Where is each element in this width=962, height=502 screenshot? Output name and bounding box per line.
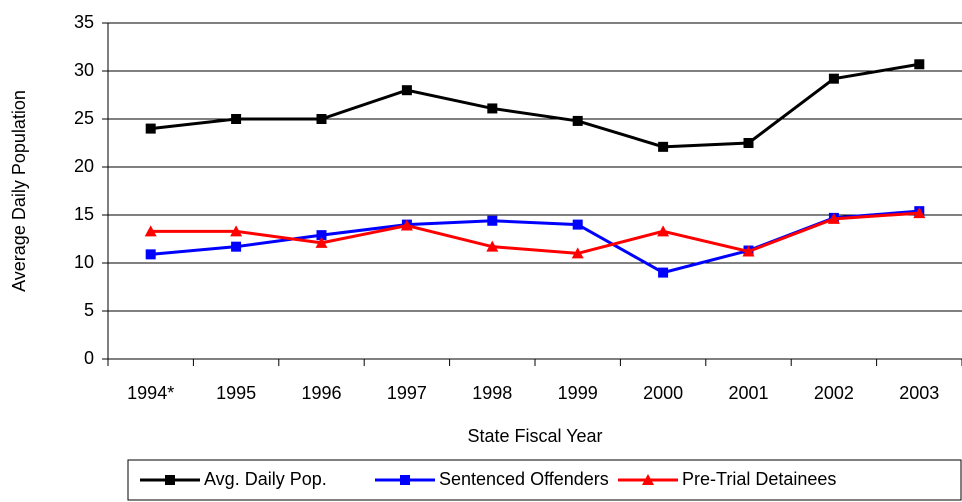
marker [657,225,670,237]
x-tick-label: 2002 [814,383,854,403]
marker [914,59,925,70]
marker [572,115,583,126]
x-tick-label: 1999 [558,383,598,403]
marker [642,474,654,485]
y-tick-label: 15 [74,204,94,224]
x-tick-label: 2003 [899,383,939,403]
marker [487,103,498,114]
marker [743,138,754,148]
marker [658,267,669,278]
legend-box [127,459,962,501]
marker [145,249,156,260]
x-tick-label: 2000 [643,383,683,403]
y-tick-label: 5 [84,300,94,320]
legend-label: Sentenced Offenders [439,469,609,489]
y-tick-label: 25 [74,108,94,128]
marker [913,207,926,219]
marker [742,245,755,257]
y-tick-label: 0 [84,348,94,368]
x-tick-label: 1995 [216,383,256,403]
x-tick-label: 1994* [127,383,174,403]
marker [401,85,412,96]
marker [145,123,156,134]
y-tick-label: 10 [74,252,94,272]
y-tick-label: 30 [74,60,94,80]
marker [316,230,327,241]
marker [144,225,157,237]
y-tick-label: 35 [74,12,94,32]
marker [571,247,584,259]
marker [165,475,175,485]
y-tick-label: 20 [74,156,94,176]
marker [231,114,242,124]
x-tick-label: 1996 [301,383,341,403]
series-line [150,62,920,149]
marker [316,114,327,124]
marker [230,225,243,237]
series-line [150,211,920,255]
marker [487,215,498,226]
marker [400,475,410,485]
legend-label: Pre-Trial Detainees [682,469,836,489]
marker [658,141,669,152]
marker [486,240,499,252]
marker [572,219,583,230]
x-tick-label: 2001 [728,383,768,403]
marker [231,241,242,252]
x-tick-label: 1998 [472,383,512,403]
marker [315,236,328,248]
legend-label: Avg. Daily Pop. [204,469,327,489]
marker [827,212,840,224]
x-axis-label: State Fiscal Year [467,426,602,446]
x-tick-label: 1997 [387,383,427,403]
marker [400,219,413,231]
y-axis-label: Average Daily Population [9,90,29,292]
marker [828,73,839,84]
